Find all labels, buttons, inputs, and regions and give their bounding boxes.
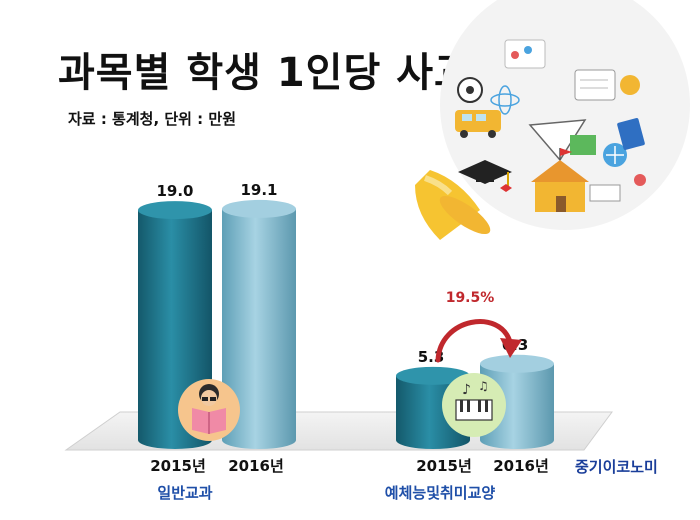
data-label-general-2016: 19.1 <box>240 181 277 199</box>
svg-text:♪: ♪ <box>462 382 471 398</box>
student-reading-icon <box>178 379 240 441</box>
bar-top <box>138 201 212 220</box>
x-label-2016-general: 2016년 <box>228 457 284 475</box>
source-note: 자료 : 통계청, 단위 : 만원 <box>68 110 237 128</box>
brand-logo-text: 중기이코노미 <box>575 458 658 476</box>
education-collage-illustration <box>415 0 690 240</box>
growth-arrow-head <box>500 338 522 358</box>
growth-arrow <box>435 319 513 363</box>
music-notes-icon: ♪ ♫ <box>442 373 506 437</box>
x-label-2015-arts: 2015년 <box>416 457 472 475</box>
bar-top <box>396 366 470 385</box>
data-label-general-2015: 19.0 <box>156 182 193 200</box>
bar-top <box>222 199 296 218</box>
group-label-arts: 예체능및취미교양 <box>385 484 496 502</box>
bar-arts-2015: 5.3 <box>396 348 470 449</box>
svg-text:♫: ♫ <box>478 379 489 393</box>
x-label-2015-general: 2015년 <box>150 457 206 475</box>
bar-top <box>480 354 554 373</box>
bar-body <box>222 208 296 449</box>
group-label-general: 일반교과 <box>157 484 212 502</box>
x-label-2016-arts: 2016년 <box>493 457 549 475</box>
change-label: 19.5% <box>446 290 495 306</box>
bar-general-2016: 19.1 <box>222 181 296 449</box>
